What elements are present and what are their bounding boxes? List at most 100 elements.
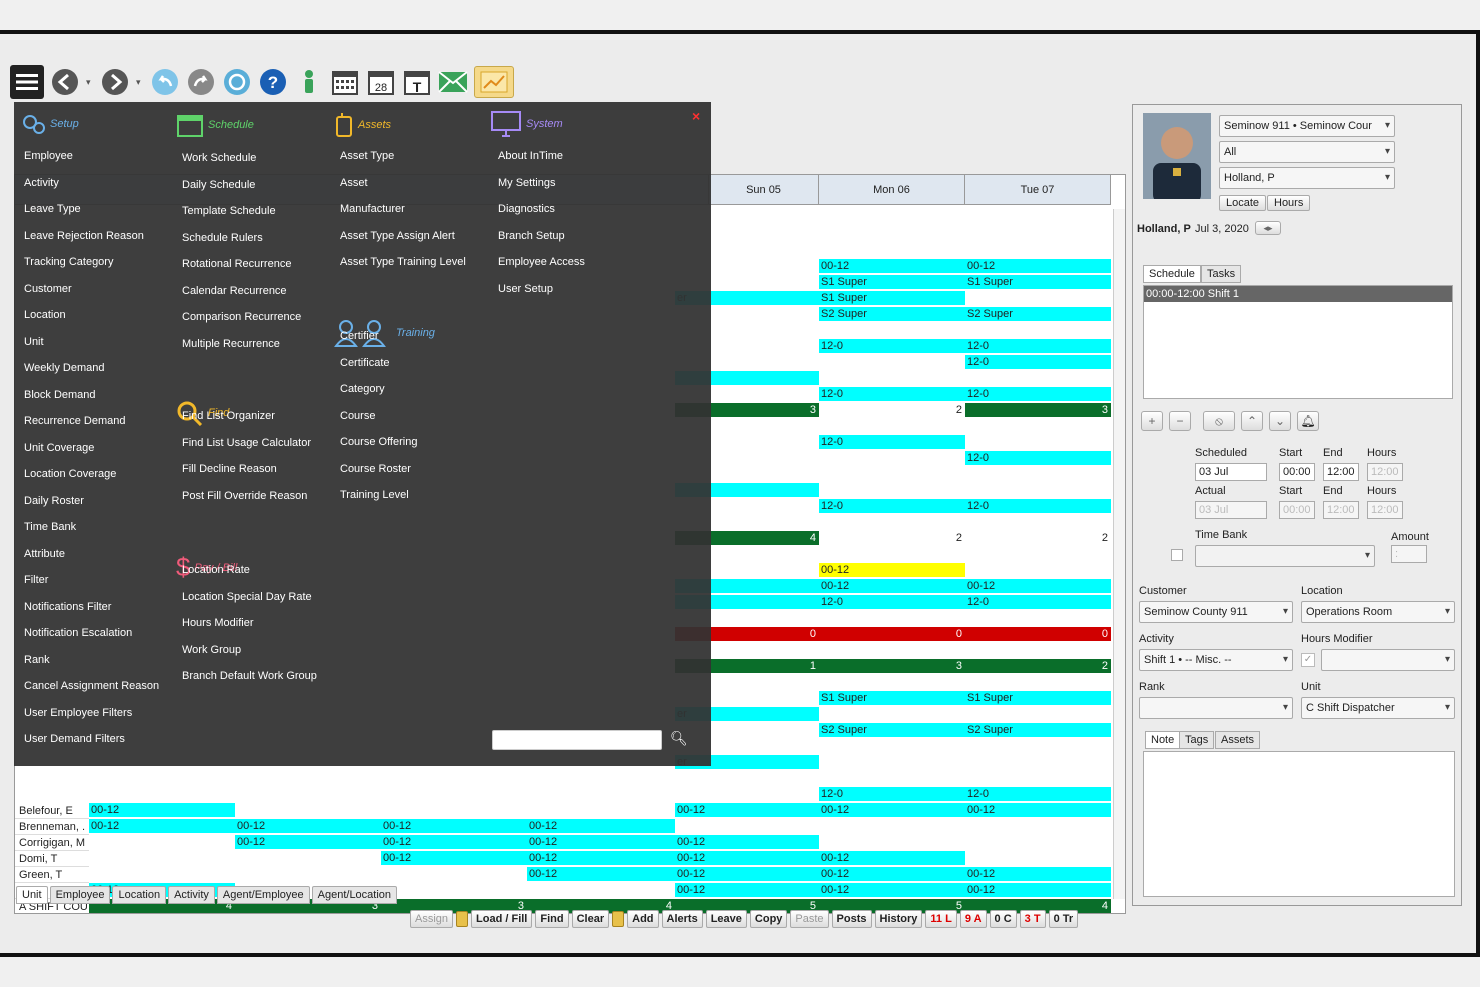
schedule-cell[interactable]: 00-12 bbox=[819, 883, 965, 898]
schedule-cell[interactable]: 1 bbox=[675, 659, 819, 674]
chart-icon[interactable] bbox=[474, 66, 514, 98]
redo-icon[interactable] bbox=[186, 67, 216, 97]
schedule-cell[interactable]: 00-12 bbox=[819, 563, 965, 578]
schedule-cell[interactable]: 00-12 bbox=[527, 851, 675, 866]
schedule-cell[interactable]: 00-12 bbox=[235, 835, 381, 850]
employee-row-label[interactable]: Corrigigan, M bbox=[15, 835, 89, 851]
menu-item-unit-coverage[interactable]: Unit Coverage bbox=[24, 441, 95, 454]
day-header-mon[interactable]: Mon 06 bbox=[819, 175, 965, 205]
lock-icon[interactable] bbox=[612, 911, 625, 927]
grid-scrollbar[interactable] bbox=[1113, 209, 1125, 899]
schedule-cell[interactable]: 00-12 bbox=[527, 819, 675, 834]
menu-item-location-rate[interactable]: Location Rate bbox=[182, 564, 250, 576]
schedule-cell[interactable]: 12-0 bbox=[819, 339, 965, 354]
0-c-button[interactable]: 0 C bbox=[989, 910, 1017, 928]
schedule-cell[interactable]: S1 Super bbox=[965, 691, 1111, 706]
back-icon[interactable] bbox=[50, 67, 80, 97]
actual-date-field[interactable]: 03 Jul bbox=[1195, 501, 1267, 519]
schedule-cell[interactable]: S2 Super bbox=[965, 723, 1111, 738]
schedule-cell[interactable]: 12-0 bbox=[965, 339, 1111, 354]
schedule-cell[interactable]: 00-12 bbox=[89, 803, 235, 818]
find-button[interactable]: Find bbox=[535, 910, 569, 928]
schedule-cell[interactable]: 0 bbox=[675, 627, 819, 642]
menu-item-location-coverage[interactable]: Location Coverage bbox=[24, 468, 117, 480]
menu-item-leave-rejection-reason[interactable]: Leave Rejection Reason bbox=[24, 229, 144, 242]
menu-item-find-list-organizer[interactable]: Find List Organizer bbox=[182, 410, 275, 422]
schedule-cell[interactable]: 2 bbox=[819, 531, 965, 546]
menu-item-asset[interactable]: Asset bbox=[340, 176, 368, 189]
schedule-cell[interactable] bbox=[381, 803, 527, 818]
schedule-cell[interactable]: 00-12 bbox=[965, 803, 1111, 818]
schedule-cell[interactable]: 00-12 bbox=[675, 851, 819, 866]
mail-icon[interactable] bbox=[438, 67, 468, 97]
remove-icon[interactable]: − bbox=[1169, 411, 1191, 431]
alerts-button[interactable]: Alerts bbox=[661, 910, 703, 928]
schedule-cell[interactable]: 00-12 bbox=[527, 835, 675, 850]
back-dropdown-icon[interactable]: ▾ bbox=[86, 76, 91, 87]
lock-icon[interactable] bbox=[456, 911, 469, 927]
menu-item-tracking-category[interactable]: Tracking Category bbox=[24, 256, 114, 268]
bell-icon[interactable]: 🔔︎ bbox=[1297, 411, 1319, 431]
tab-activity[interactable]: Activity bbox=[168, 886, 215, 904]
menu-item-course[interactable]: Course bbox=[340, 409, 376, 422]
branch-select[interactable]: Seminow 911 • Seminow Cour bbox=[1219, 115, 1395, 137]
schedule-cell[interactable]: 0 bbox=[819, 627, 965, 642]
schedule-cell[interactable]: 2 bbox=[965, 531, 1111, 546]
schedule-cell[interactable]: 00-12 bbox=[819, 579, 965, 594]
schedule-cell[interactable]: 00-12 bbox=[89, 819, 235, 834]
schedule-cell[interactable] bbox=[527, 803, 675, 818]
hours-modifier-select[interactable] bbox=[1321, 649, 1455, 671]
menu-item-training-level[interactable]: Training Level bbox=[340, 489, 409, 501]
schedule-cell[interactable]: 2 bbox=[819, 403, 965, 418]
schedule-cell[interactable]: 00-12 bbox=[965, 579, 1111, 594]
menu-item-fill-decline-reason[interactable]: Fill Decline Reason bbox=[182, 463, 277, 475]
menu-item-work-group[interactable]: Work Group bbox=[182, 643, 242, 656]
schedule-cell[interactable] bbox=[675, 483, 819, 498]
scheduled-end-field[interactable]: 12:00 bbox=[1323, 463, 1359, 481]
down-icon[interactable]: ⌄ bbox=[1269, 411, 1291, 431]
employee-select[interactable]: Holland, P bbox=[1219, 167, 1395, 189]
9-a-button[interactable]: 9 A bbox=[959, 910, 987, 928]
3-t-button[interactable]: 3 T bbox=[1019, 910, 1046, 928]
0-tr-button[interactable]: 0 Tr bbox=[1048, 910, 1079, 928]
schedule-cell[interactable]: S1 Super bbox=[819, 691, 965, 706]
menu-item-time-bank[interactable]: Time Bank bbox=[24, 521, 77, 533]
timebank-select[interactable] bbox=[1195, 545, 1375, 567]
schedule-cell[interactable] bbox=[965, 835, 1111, 850]
schedule-cell[interactable] bbox=[235, 867, 381, 882]
help-icon[interactable]: ? bbox=[258, 67, 288, 97]
menu-item-employee[interactable]: Employee bbox=[24, 150, 73, 162]
employee-row-label[interactable]: Belefour, E bbox=[15, 803, 89, 819]
schedule-cell[interactable]: 12-0 bbox=[965, 595, 1111, 610]
menu-item-asset-type[interactable]: Asset Type bbox=[340, 150, 395, 162]
leave-button[interactable]: Leave bbox=[705, 910, 747, 928]
timebank-checkbox[interactable] bbox=[1171, 549, 1183, 561]
schedule-cell[interactable] bbox=[675, 579, 819, 594]
menu-item-calendar-recurrence[interactable]: Calendar Recurrence bbox=[182, 284, 287, 297]
cancel-icon[interactable]: ⦸ bbox=[1203, 411, 1235, 431]
11-l-button[interactable]: 11 L bbox=[925, 910, 957, 928]
schedule-cell[interactable]: 00-12 bbox=[675, 867, 819, 882]
schedule-cell[interactable]: S2 Super bbox=[819, 307, 965, 322]
menu-item-asset-type-training-level[interactable]: Asset Type Training Level bbox=[340, 256, 466, 268]
day-header-sun[interactable]: Sun 05 bbox=[709, 175, 819, 205]
tab-unit[interactable]: Unit bbox=[16, 886, 48, 904]
forward-dropdown-icon[interactable]: ▾ bbox=[136, 76, 141, 87]
menu-item-comparison-recurrence[interactable]: Comparison Recurrence bbox=[182, 311, 302, 323]
scheduled-date-field[interactable]: 03 Jul bbox=[1195, 463, 1267, 481]
date-nav-icon[interactable]: ◂▸ bbox=[1255, 221, 1281, 235]
menu-item-find-list-usage-calculator[interactable]: Find List Usage Calculator bbox=[182, 436, 312, 449]
location-select[interactable]: Operations Room bbox=[1301, 601, 1455, 623]
menu-item-activity[interactable]: Activity bbox=[24, 176, 59, 189]
schedule-cell[interactable]: 00-12 bbox=[965, 867, 1111, 882]
tab-assets[interactable]: Assets bbox=[1215, 731, 1261, 749]
calendar-28-icon[interactable]: 28 bbox=[366, 67, 396, 97]
menu-item-user-demand-filters[interactable]: User Demand Filters bbox=[24, 733, 125, 745]
amount-field[interactable]: : bbox=[1391, 545, 1427, 563]
schedule-cell[interactable]: 00-12 bbox=[965, 259, 1111, 274]
schedule-cell[interactable]: 3 bbox=[965, 403, 1111, 418]
schedule-cell[interactable]: 4 bbox=[675, 531, 819, 546]
tab-agent-location[interactable]: Agent/Location bbox=[311, 886, 398, 904]
schedule-cell[interactable]: 12-0 bbox=[819, 595, 965, 610]
schedule-cell[interactable]: S1 Super bbox=[965, 275, 1111, 290]
